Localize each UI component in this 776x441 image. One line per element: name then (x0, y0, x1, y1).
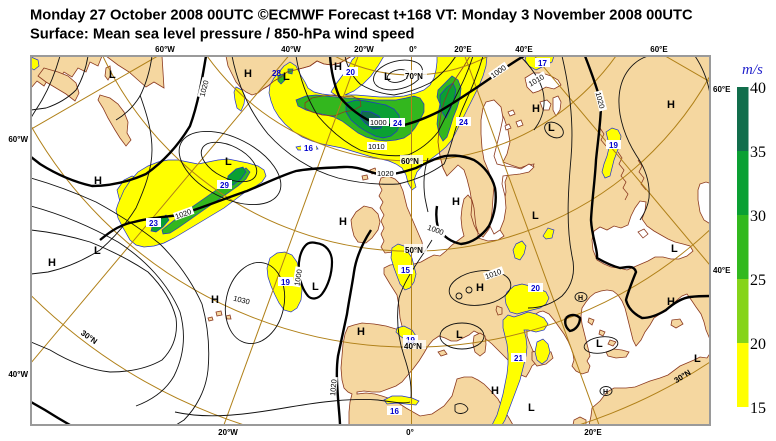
svg-text:35: 35 (750, 144, 766, 161)
svg-text:L: L (548, 122, 555, 134)
svg-text:1020: 1020 (594, 91, 607, 109)
svg-text:60°W: 60°W (155, 45, 175, 54)
svg-text:20: 20 (750, 336, 766, 353)
svg-text:15: 15 (750, 400, 766, 417)
svg-text:50°N: 50°N (405, 246, 423, 255)
svg-text:17: 17 (538, 59, 547, 68)
svg-text:H: H (603, 389, 608, 396)
svg-text:H: H (667, 99, 675, 111)
svg-text:40°E: 40°E (515, 45, 533, 54)
svg-text:L: L (596, 338, 603, 350)
svg-text:40°W: 40°W (8, 370, 28, 379)
svg-text:H: H (476, 282, 484, 294)
svg-text:60°W: 60°W (8, 135, 28, 144)
svg-text:H: H (48, 257, 56, 269)
svg-text:0°: 0° (409, 45, 417, 54)
svg-text:H: H (667, 296, 675, 308)
svg-text:20°E: 20°E (584, 428, 602, 437)
svg-text:20: 20 (531, 284, 540, 293)
svg-text:20°W: 20°W (354, 45, 374, 54)
svg-text:40°W: 40°W (281, 45, 301, 54)
svg-text:H: H (211, 294, 219, 306)
svg-text:H: H (244, 68, 252, 80)
svg-text:19: 19 (281, 278, 290, 287)
svg-text:Monday 27 October 2008 00UTC ©: Monday 27 October 2008 00UTC ©ECMWF Fore… (30, 8, 693, 24)
svg-text:H: H (452, 196, 460, 208)
svg-text:L: L (94, 245, 101, 257)
svg-text:1000: 1000 (370, 118, 387, 127)
svg-text:1010: 1010 (368, 142, 385, 151)
svg-text:1030: 1030 (232, 294, 250, 307)
svg-text:m/s: m/s (742, 62, 763, 78)
svg-text:H: H (578, 295, 583, 302)
svg-text:L: L (532, 210, 539, 222)
svg-text:1000: 1000 (292, 269, 304, 287)
svg-text:60°E: 60°E (650, 45, 668, 54)
svg-text:L: L (456, 329, 463, 341)
svg-text:L: L (109, 69, 116, 81)
svg-text:1020: 1020 (198, 79, 211, 97)
svg-text:40°N: 40°N (404, 342, 422, 351)
svg-text:L: L (283, 71, 290, 83)
svg-text:H: H (357, 326, 365, 338)
svg-text:L: L (528, 402, 535, 414)
svg-text:19: 19 (609, 141, 618, 150)
svg-text:40: 40 (750, 80, 766, 97)
svg-text:L: L (694, 353, 701, 365)
svg-text:20°E: 20°E (454, 45, 472, 54)
svg-text:30: 30 (750, 208, 766, 225)
svg-text:L: L (671, 243, 678, 255)
svg-text:23: 23 (149, 219, 158, 228)
svg-text:20: 20 (346, 68, 355, 77)
svg-text:H: H (491, 385, 499, 397)
svg-text:H: H (339, 216, 347, 228)
svg-text:40°E: 40°E (713, 266, 731, 275)
svg-text:L: L (384, 71, 391, 83)
svg-text:24: 24 (459, 118, 468, 127)
svg-text:0°: 0° (406, 428, 414, 437)
svg-text:25: 25 (750, 272, 766, 289)
svg-text:28: 28 (272, 69, 281, 78)
svg-text:21: 21 (514, 354, 523, 363)
svg-text:1020: 1020 (328, 379, 338, 396)
svg-text:H: H (94, 175, 102, 187)
svg-text:29: 29 (220, 181, 229, 190)
svg-text:1020: 1020 (377, 169, 394, 178)
svg-text:L: L (225, 156, 232, 168)
svg-text:H: H (532, 103, 540, 115)
svg-text:70°N: 70°N (405, 72, 423, 81)
svg-text:L: L (312, 281, 319, 293)
svg-text:60°E: 60°E (713, 85, 731, 94)
svg-text:20°W: 20°W (218, 428, 238, 437)
svg-text:H: H (334, 61, 342, 73)
svg-text:16: 16 (390, 407, 399, 416)
svg-text:Surface: Mean sea level pressu: Surface: Mean sea level pressure / 850-h… (30, 27, 415, 43)
svg-text:16: 16 (304, 144, 313, 153)
svg-text:60°N: 60°N (401, 157, 419, 166)
svg-text:15: 15 (401, 266, 410, 275)
svg-text:24: 24 (393, 119, 402, 128)
